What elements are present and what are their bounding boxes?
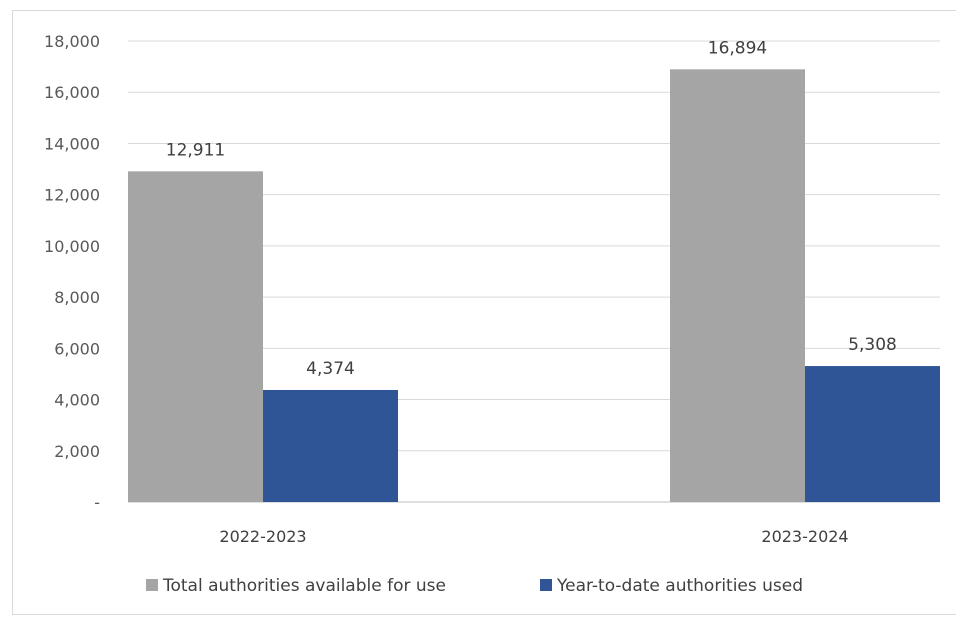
data-label: 16,894 — [708, 38, 767, 58]
y-tick-label: - — [94, 493, 100, 512]
x-category-label: 2023-2024 — [761, 527, 848, 546]
legend-label: Total authorities available for use — [162, 576, 446, 596]
x-category-label: 2022-2023 — [219, 527, 306, 546]
legend-swatch — [146, 579, 158, 591]
legend-label: Year-to-date authorities used — [556, 576, 803, 596]
y-tick-label: 2,000 — [54, 442, 100, 461]
legend-swatch — [540, 579, 552, 591]
bar — [128, 171, 263, 502]
data-label: 12,911 — [166, 140, 225, 160]
y-tick-label: 6,000 — [54, 339, 100, 358]
bar — [670, 69, 805, 502]
legend: Total authorities available for use Year-… — [146, 576, 803, 596]
y-tick-label: 18,000 — [44, 32, 100, 51]
data-label: 4,374 — [306, 359, 355, 379]
data-label: 5,308 — [848, 335, 897, 355]
data-labels: 12,911 4,374 16,894 5,308 — [166, 38, 897, 379]
y-tick-label: 10,000 — [44, 237, 100, 256]
y-tick-label: 12,000 — [44, 186, 100, 205]
bars — [128, 69, 940, 502]
bar — [805, 366, 940, 502]
y-axis-tick-labels: - 2,000 4,000 6,000 8,000 10,000 12,000 14,000 1… — [44, 32, 100, 512]
y-tick-label: 4,000 — [54, 391, 100, 410]
y-tick-label: 16,000 — [44, 83, 100, 102]
y-tick-label: 14,000 — [44, 134, 100, 153]
bar — [263, 389, 398, 502]
x-axis-category-labels: 2022-2023 2023-2024 — [219, 527, 848, 546]
y-tick-label: 8,000 — [54, 288, 100, 307]
